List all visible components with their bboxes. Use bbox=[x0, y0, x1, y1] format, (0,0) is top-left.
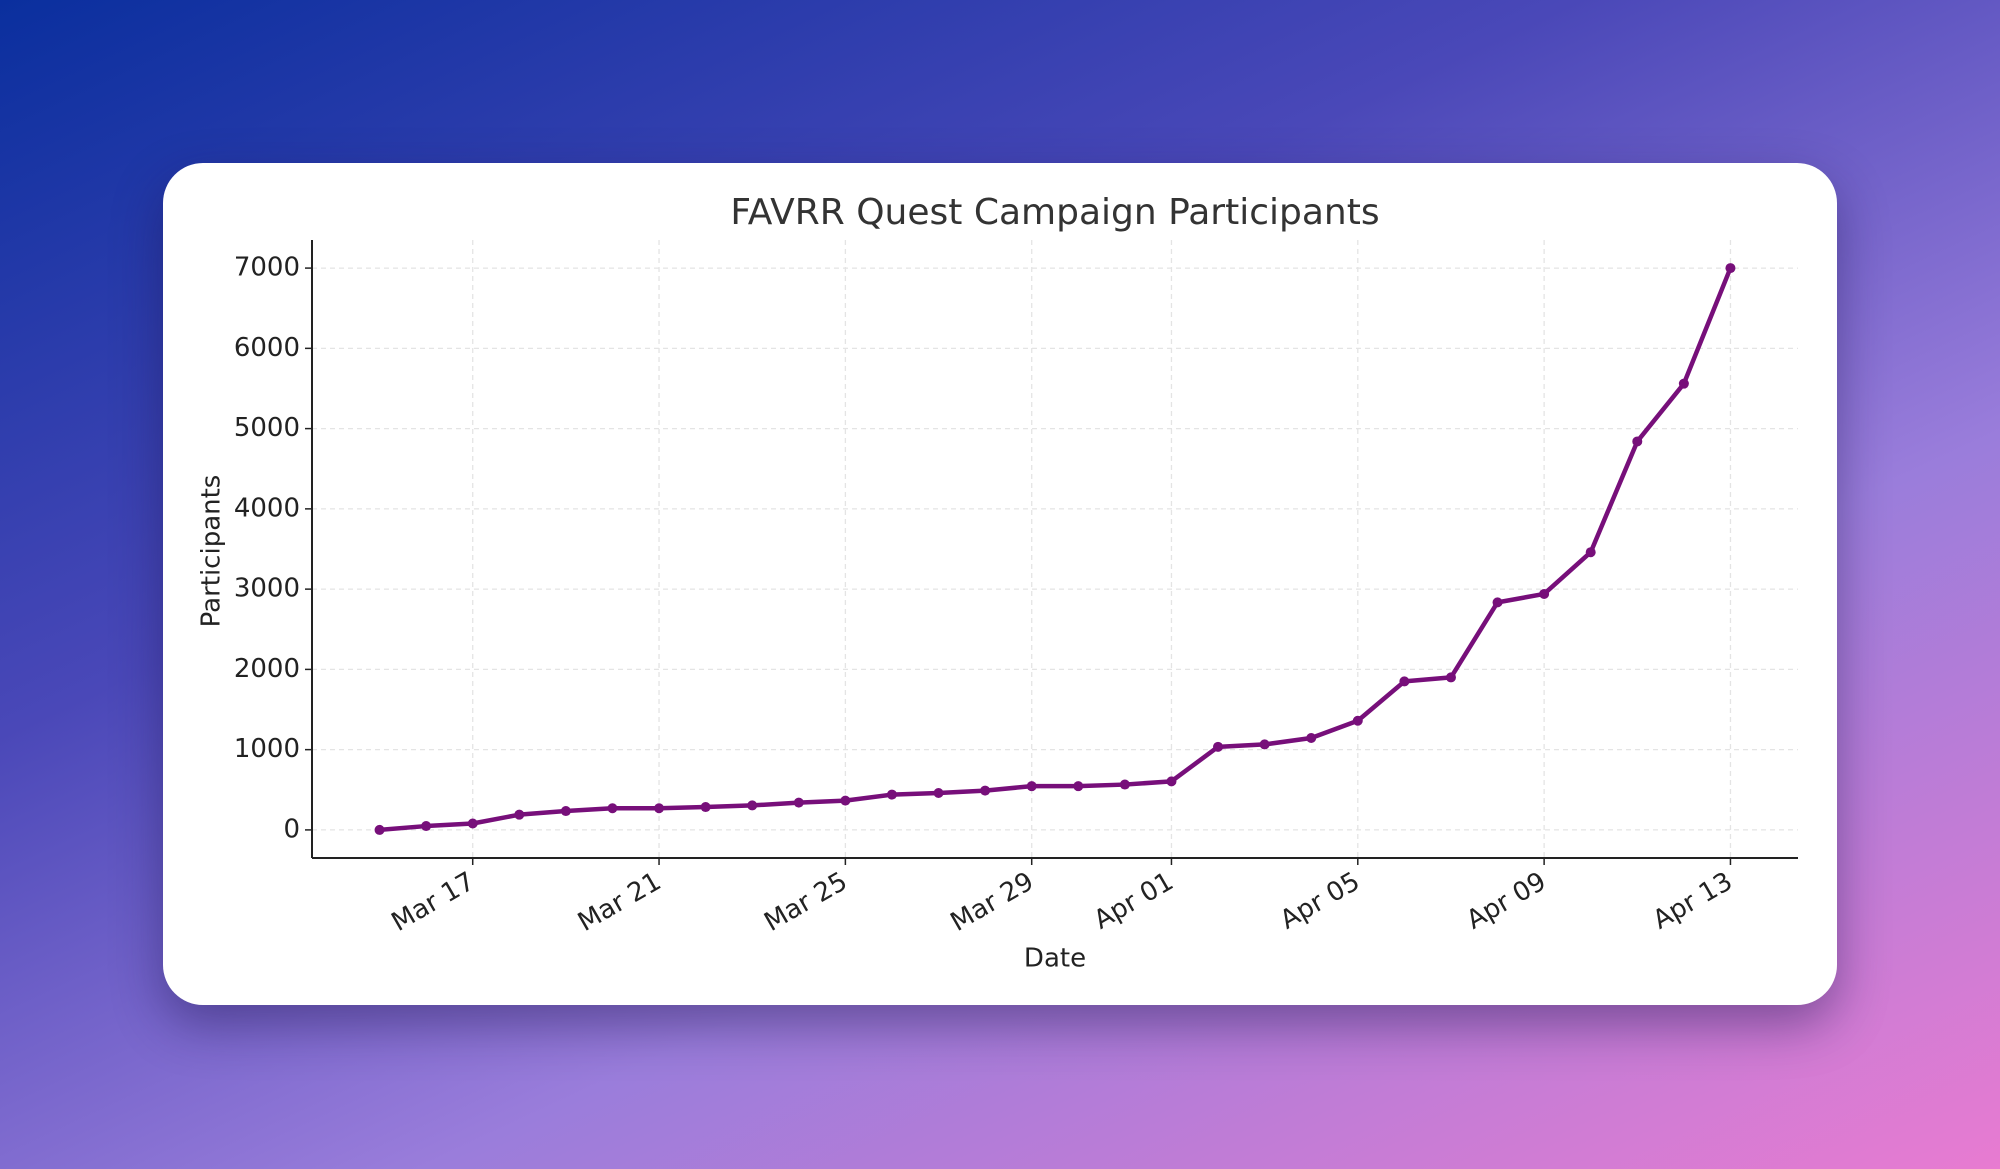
line bbox=[379, 267, 1733, 833]
point bbox=[421, 821, 432, 832]
point bbox=[840, 795, 851, 806]
point bbox=[1725, 263, 1736, 274]
x-tick-label: Mar 25 bbox=[759, 867, 852, 938]
y-tick-label: 0 bbox=[283, 814, 300, 844]
point bbox=[607, 803, 618, 814]
y-tick-label: 7000 bbox=[234, 253, 300, 283]
y-axis-label: Participants bbox=[197, 475, 227, 628]
x-tick-label: Mar 29 bbox=[946, 867, 1039, 938]
point bbox=[700, 802, 711, 813]
point bbox=[1119, 779, 1130, 790]
y-tick-label: 5000 bbox=[234, 413, 300, 443]
point bbox=[980, 785, 991, 796]
point bbox=[933, 787, 944, 798]
x-tick-label: Apr 09 bbox=[1462, 867, 1552, 936]
y-tick-label: 6000 bbox=[234, 333, 300, 363]
point bbox=[793, 797, 804, 808]
point bbox=[1678, 378, 1689, 389]
point bbox=[467, 818, 478, 829]
point bbox=[1492, 597, 1503, 608]
y-tick-label: 4000 bbox=[234, 493, 300, 523]
point bbox=[514, 809, 525, 820]
point bbox=[374, 824, 385, 835]
point bbox=[1539, 588, 1550, 599]
point bbox=[1585, 547, 1596, 558]
point bbox=[1166, 776, 1177, 787]
x-tick-label: Mar 21 bbox=[573, 867, 666, 938]
y-tick-label: 1000 bbox=[234, 734, 300, 764]
x-tick-label: Apr 13 bbox=[1648, 867, 1738, 936]
point bbox=[1259, 739, 1270, 750]
y-tick-label: 3000 bbox=[234, 574, 300, 604]
point bbox=[886, 789, 897, 800]
x-tick-label: Apr 01 bbox=[1089, 867, 1179, 936]
point bbox=[1026, 781, 1037, 792]
point bbox=[1445, 672, 1456, 683]
point bbox=[1632, 436, 1643, 447]
chart-title: FAVRR Quest Campaign Participants bbox=[730, 192, 1379, 233]
point bbox=[654, 803, 665, 814]
x-axis-label: Date bbox=[1024, 944, 1086, 974]
point bbox=[560, 806, 571, 817]
point bbox=[1213, 741, 1224, 752]
point bbox=[1399, 676, 1410, 687]
point bbox=[1073, 781, 1084, 792]
point bbox=[1352, 715, 1363, 726]
point bbox=[1306, 733, 1317, 744]
x-tick-label: Apr 05 bbox=[1275, 867, 1365, 936]
y-tick-label: 2000 bbox=[234, 654, 300, 684]
x-tick-label: Mar 17 bbox=[387, 867, 480, 938]
point bbox=[747, 800, 758, 811]
